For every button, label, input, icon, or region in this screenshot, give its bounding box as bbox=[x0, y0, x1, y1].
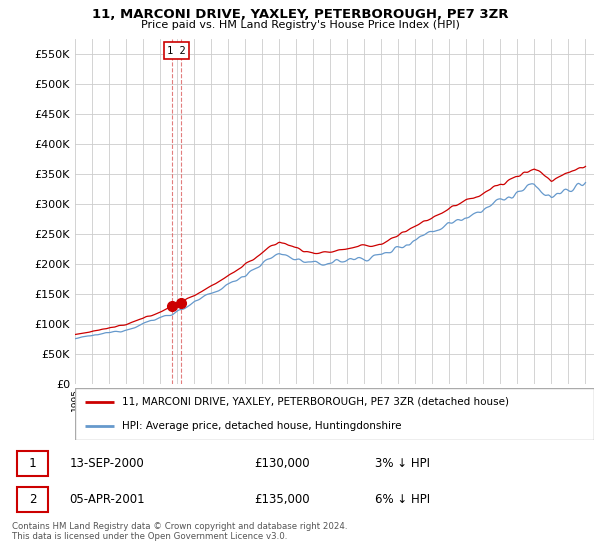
Text: 11, MARCONI DRIVE, YAXLEY, PETERBOROUGH, PE7 3ZR (detached house): 11, MARCONI DRIVE, YAXLEY, PETERBOROUGH,… bbox=[122, 396, 509, 407]
Text: £135,000: £135,000 bbox=[254, 493, 310, 506]
Text: HPI: Average price, detached house, Huntingdonshire: HPI: Average price, detached house, Hunt… bbox=[122, 421, 401, 431]
Text: 13-SEP-2000: 13-SEP-2000 bbox=[70, 457, 145, 470]
Text: £130,000: £130,000 bbox=[254, 457, 310, 470]
Text: 6% ↓ HPI: 6% ↓ HPI bbox=[375, 493, 430, 506]
Text: 2: 2 bbox=[29, 493, 36, 506]
Text: Contains HM Land Registry data © Crown copyright and database right 2024.
This d: Contains HM Land Registry data © Crown c… bbox=[12, 522, 347, 542]
Text: Price paid vs. HM Land Registry's House Price Index (HPI): Price paid vs. HM Land Registry's House … bbox=[140, 20, 460, 30]
Text: 1 2: 1 2 bbox=[167, 45, 186, 55]
Text: 1: 1 bbox=[29, 457, 36, 470]
Text: 3% ↓ HPI: 3% ↓ HPI bbox=[375, 457, 430, 470]
Text: 05-APR-2001: 05-APR-2001 bbox=[70, 493, 145, 506]
FancyBboxPatch shape bbox=[17, 487, 48, 512]
FancyBboxPatch shape bbox=[17, 451, 48, 476]
Text: 11, MARCONI DRIVE, YAXLEY, PETERBOROUGH, PE7 3ZR: 11, MARCONI DRIVE, YAXLEY, PETERBOROUGH,… bbox=[92, 8, 508, 21]
